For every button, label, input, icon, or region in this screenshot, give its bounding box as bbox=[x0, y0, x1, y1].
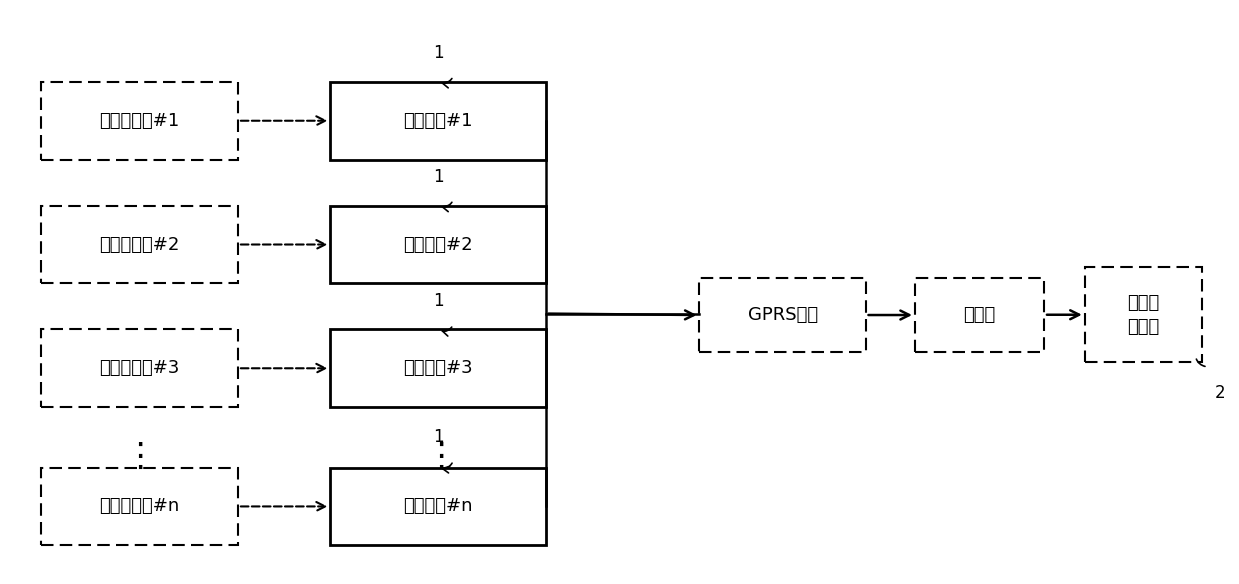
Text: 检测终端#3: 检测终端#3 bbox=[403, 359, 473, 377]
Bar bbox=[331, 206, 545, 283]
Text: ⋮: ⋮ bbox=[425, 440, 457, 472]
Bar bbox=[331, 82, 545, 159]
Text: 1: 1 bbox=[434, 168, 444, 186]
Text: 1: 1 bbox=[434, 428, 444, 446]
Bar bbox=[41, 206, 238, 283]
Text: 检测终端#1: 检测终端#1 bbox=[403, 112, 473, 130]
Bar bbox=[41, 329, 238, 407]
Bar bbox=[41, 82, 238, 159]
Text: 中央处
理单元: 中央处 理单元 bbox=[1127, 294, 1160, 336]
Text: 交流变压器#2: 交流变压器#2 bbox=[99, 235, 180, 253]
Text: 互联网: 互联网 bbox=[964, 306, 996, 324]
Text: 1: 1 bbox=[434, 293, 444, 311]
Text: 2: 2 bbox=[1214, 384, 1225, 402]
Text: 检测终端#n: 检测终端#n bbox=[403, 498, 473, 516]
Bar bbox=[1084, 267, 1202, 362]
Text: 检测终端#2: 检测终端#2 bbox=[403, 235, 473, 253]
Text: 交流变压器#3: 交流变压器#3 bbox=[99, 359, 180, 377]
Bar bbox=[700, 277, 866, 353]
Bar bbox=[914, 277, 1044, 353]
Bar bbox=[331, 468, 545, 545]
Text: 交流变压器#n: 交流变压器#n bbox=[99, 498, 180, 516]
Bar bbox=[41, 468, 238, 545]
Text: ⋮: ⋮ bbox=[123, 440, 156, 472]
Bar bbox=[331, 329, 545, 407]
Text: 交流变压器#1: 交流变压器#1 bbox=[99, 112, 180, 130]
Text: 1: 1 bbox=[434, 44, 444, 62]
Text: GPRS网络: GPRS网络 bbox=[747, 306, 818, 324]
